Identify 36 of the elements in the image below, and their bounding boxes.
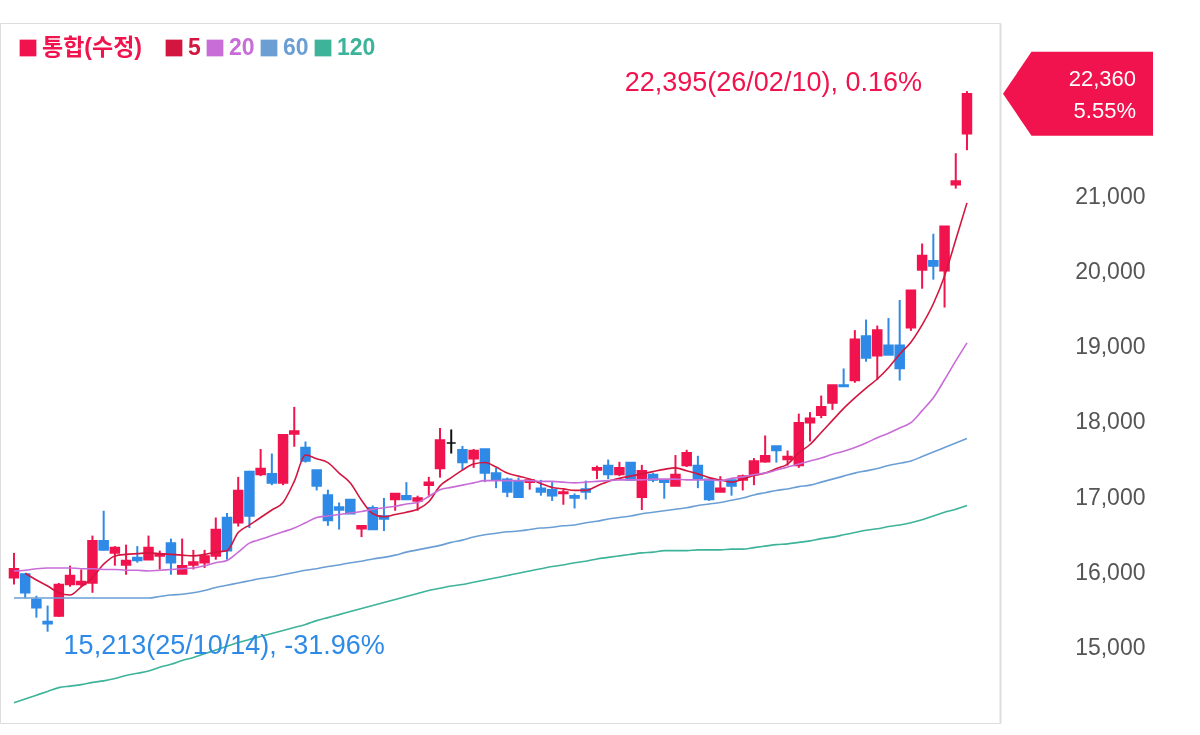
candlestick	[311, 469, 322, 492]
candlestick	[468, 448, 479, 469]
candlestick	[255, 448, 266, 478]
candlestick	[670, 454, 681, 487]
candlestick	[457, 445, 468, 472]
legend-label: 통합(수정)	[42, 34, 142, 60]
legend-label: 60	[283, 34, 309, 60]
y-tick-label: 15,000	[1075, 634, 1146, 661]
y-tick-label: 18,000	[1075, 408, 1146, 435]
y-tick-label: 21,000	[1075, 182, 1146, 209]
y-tick-label: 20,000	[1075, 257, 1146, 284]
candlestick	[19, 572, 31, 600]
legend-label: 20	[229, 34, 255, 60]
text: 22,360	[1068, 65, 1136, 91]
y-tick-label: 17,000	[1075, 483, 1146, 510]
candlestick	[120, 543, 132, 576]
text: 5.55%	[1073, 97, 1136, 123]
candlestick	[602, 458, 614, 481]
line-series	[13, 504, 968, 704]
legend-label: 5	[188, 34, 201, 60]
candlestick	[423, 475, 435, 497]
candlestick	[109, 545, 121, 567]
candlestick	[950, 152, 962, 190]
candlestick	[827, 384, 838, 411]
candlestick	[266, 452, 278, 487]
candlestick	[815, 394, 827, 420]
legend-label: 120	[337, 34, 376, 60]
candlestick	[838, 367, 849, 388]
candlestick	[860, 318, 872, 363]
candlestick	[928, 232, 939, 281]
candlestick	[916, 242, 928, 290]
candlestick	[31, 594, 42, 619]
y-tick-label: 16,000	[1075, 558, 1146, 585]
y-tick-label: 19,000	[1075, 333, 1146, 360]
annotation: 22,395(26/02/10), 0.16%	[624, 67, 922, 98]
candlestick	[98, 509, 109, 552]
